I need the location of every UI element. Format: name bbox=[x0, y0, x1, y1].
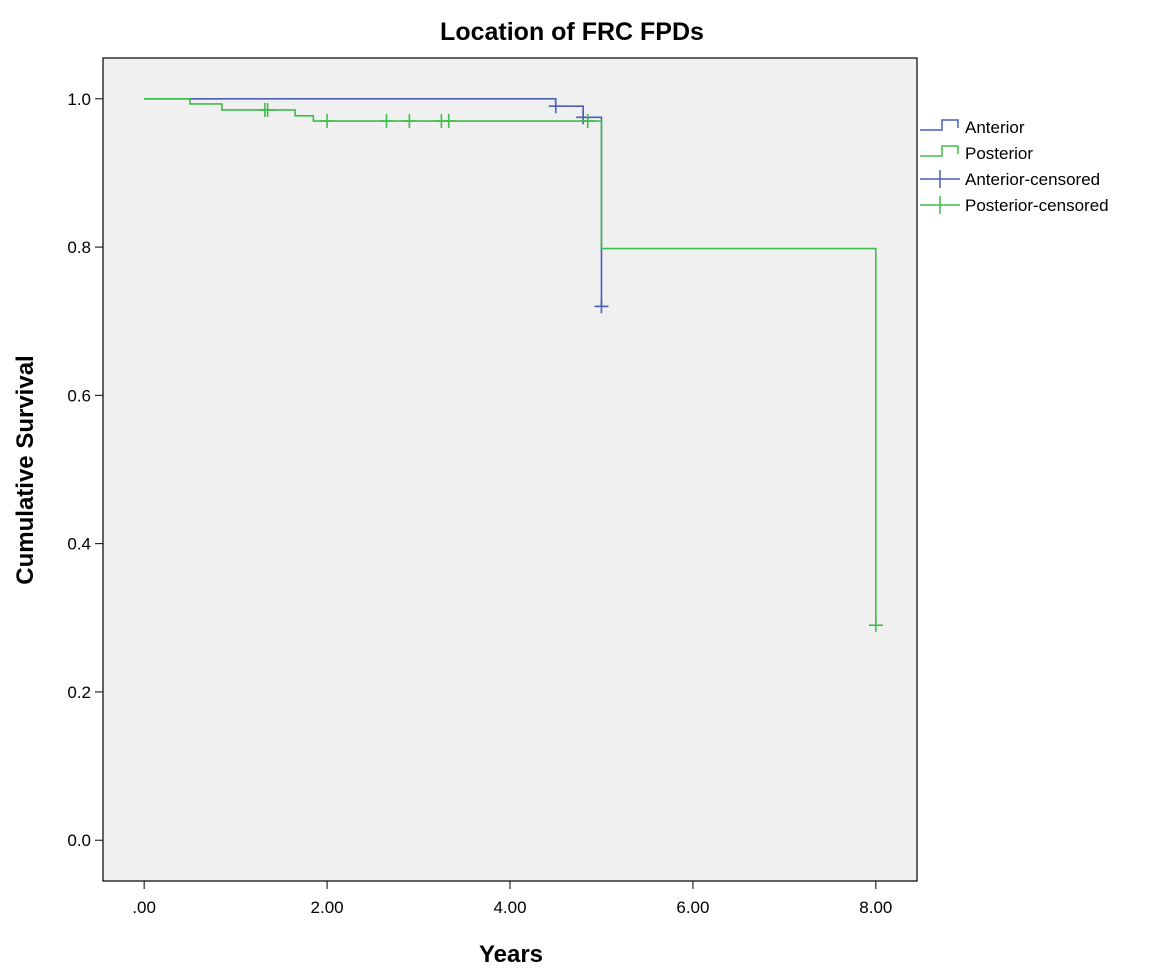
anterior-survival-line bbox=[144, 97, 603, 307]
y-tick-label: 0.0 bbox=[67, 831, 91, 850]
y-tick-label: 0.4 bbox=[67, 535, 91, 554]
y-tick-label: 0.2 bbox=[67, 683, 91, 702]
series-layer bbox=[144, 97, 883, 633]
y-axis: 0.0 0.2 0.4 0.6 0.8 1.0 bbox=[67, 90, 103, 850]
legend-step-symbol bbox=[920, 119, 959, 131]
y-axis-title: Cumulative Survival bbox=[12, 355, 39, 584]
legend-item-anterior: Anterior bbox=[920, 118, 1025, 137]
x-tick-label: 4.00 bbox=[493, 898, 526, 917]
anterior-censor-mark bbox=[594, 299, 609, 314]
x-tick-label: 6.00 bbox=[676, 898, 709, 917]
chart-title: Location of FRC FPDs bbox=[440, 18, 704, 46]
x-tick-label: .00 bbox=[132, 898, 156, 917]
posterior-censor-mark bbox=[580, 114, 595, 129]
legend-item-anterior-censored: Anterior-censored bbox=[920, 170, 1100, 189]
x-tick-label: 2.00 bbox=[311, 898, 344, 917]
legend-item-posterior: Posterior bbox=[920, 144, 1033, 163]
legend-label: Anterior bbox=[965, 118, 1025, 137]
y-tick-label: 0.6 bbox=[67, 386, 91, 405]
posterior-censor-mark bbox=[441, 114, 456, 129]
x-tick-label: 8.00 bbox=[859, 898, 892, 917]
y-tick-label: 1.0 bbox=[67, 90, 91, 109]
legend-label: Posterior bbox=[965, 144, 1033, 163]
x-axis-title: Years bbox=[479, 941, 543, 968]
posterior-censor-mark bbox=[260, 102, 275, 117]
posterior-censor-mark bbox=[868, 618, 883, 633]
anterior-censor-mark bbox=[548, 99, 563, 114]
legend-item-posterior-censored: Posterior-censored bbox=[920, 196, 1109, 215]
y-tick-label: 0.8 bbox=[67, 238, 91, 257]
legend-step-symbol bbox=[920, 145, 959, 157]
legend-label: Anterior-censored bbox=[965, 170, 1100, 189]
posterior-censor-mark bbox=[402, 114, 417, 129]
plot-area bbox=[102, 57, 918, 882]
posterior-censor-mark bbox=[379, 114, 394, 129]
x-axis: .00 2.00 4.00 6.00 8.00 bbox=[132, 881, 892, 917]
legend-label: Posterior-censored bbox=[965, 196, 1109, 215]
posterior-censor-mark bbox=[320, 114, 335, 129]
legend: Anterior Posterior Anterior-censored Poster… bbox=[920, 118, 1109, 215]
posterior-survival-line bbox=[144, 97, 877, 626]
